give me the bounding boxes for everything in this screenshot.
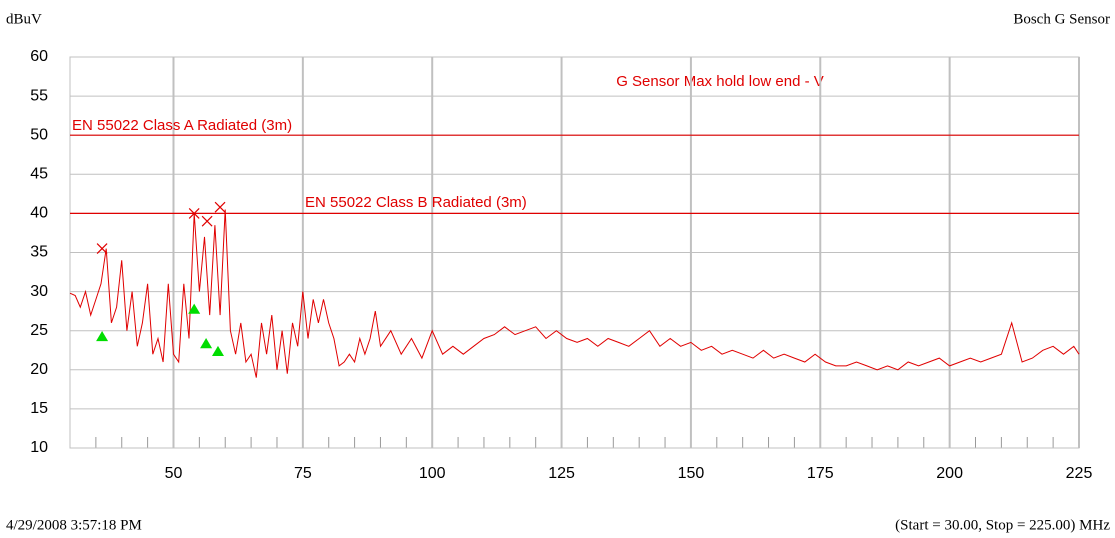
limit-label: EN 55022 Class A Radiated (3m) bbox=[72, 117, 292, 134]
y-tick-label: 25 bbox=[30, 322, 48, 339]
y-tick-label: 50 bbox=[30, 126, 48, 143]
x-tick-label: 75 bbox=[294, 465, 312, 482]
peak-marker bbox=[201, 215, 213, 227]
trace bbox=[69, 209, 1080, 378]
plot-frame bbox=[69, 56, 1080, 449]
footer-left: 4/29/2008 3:57:18 PM bbox=[6, 517, 142, 533]
y-tick-label: 15 bbox=[30, 400, 48, 417]
peak-marker bbox=[96, 243, 108, 255]
footer-right: (Start = 30.00, Stop = 225.00) MHz bbox=[895, 517, 1110, 533]
chart-title: G Sensor Max hold low end - V bbox=[616, 73, 824, 90]
quasi-peak-marker bbox=[188, 303, 201, 314]
y-tick-label: 30 bbox=[30, 283, 48, 300]
peak-marker bbox=[188, 207, 200, 219]
y-tick-label: 60 bbox=[30, 48, 48, 65]
quasi-peak-marker bbox=[200, 337, 213, 349]
y-tick-label: 45 bbox=[30, 166, 48, 183]
x-tick-label: 100 bbox=[419, 465, 446, 482]
x-tick-label: 225 bbox=[1066, 465, 1093, 482]
quasi-peak-marker bbox=[211, 345, 224, 357]
quasi-peak-marker bbox=[96, 330, 109, 342]
header-right: Bosch G Sensor bbox=[1013, 11, 1110, 27]
x-tick-label: 150 bbox=[678, 465, 705, 482]
x-tick-label: 50 bbox=[165, 465, 183, 482]
y-axis-label: dBuV bbox=[6, 11, 42, 27]
x-tick-label: 175 bbox=[807, 465, 834, 482]
y-tick-label: 55 bbox=[30, 87, 48, 104]
peak-marker bbox=[214, 201, 226, 213]
limit-label: EN 55022 Class B Radiated (3m) bbox=[305, 194, 527, 211]
x-tick-label: 125 bbox=[548, 465, 575, 482]
y-tick-label: 20 bbox=[30, 361, 48, 378]
y-tick-label: 10 bbox=[30, 439, 48, 456]
x-tick-label: 200 bbox=[936, 465, 963, 482]
y-tick-label: 40 bbox=[30, 205, 48, 222]
y-tick-label: 35 bbox=[30, 244, 48, 261]
